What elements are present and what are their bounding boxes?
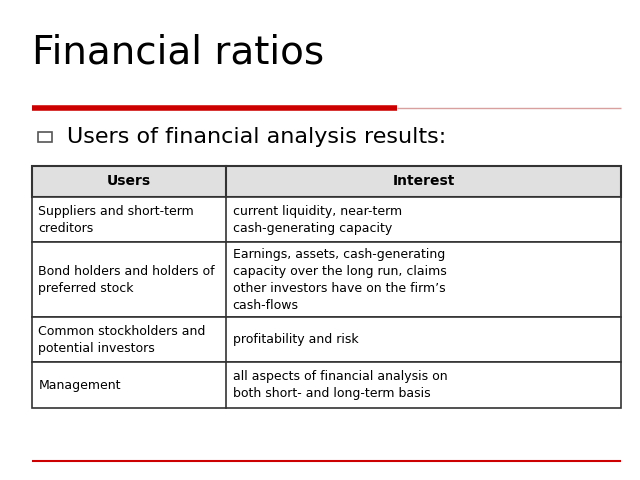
- FancyBboxPatch shape: [32, 362, 621, 408]
- Text: profitability and risk: profitability and risk: [233, 333, 358, 346]
- FancyBboxPatch shape: [32, 242, 621, 317]
- Text: current liquidity, near-term
cash-generating capacity: current liquidity, near-term cash-genera…: [233, 204, 402, 235]
- FancyBboxPatch shape: [32, 197, 621, 242]
- Text: Users of financial analysis results:: Users of financial analysis results:: [67, 127, 447, 147]
- Text: Bond holders and holders of
preferred stock: Bond holders and holders of preferred st…: [38, 264, 215, 295]
- Text: Financial ratios: Financial ratios: [32, 34, 324, 72]
- Text: Earnings, assets, cash-generating
capacity over the long run, claims
other inves: Earnings, assets, cash-generating capaci…: [233, 248, 447, 312]
- Text: Common stockholders and
potential investors: Common stockholders and potential invest…: [38, 324, 206, 355]
- Text: Suppliers and short-term
creditors: Suppliers and short-term creditors: [38, 204, 194, 235]
- Text: Users: Users: [107, 174, 151, 188]
- FancyBboxPatch shape: [32, 166, 621, 197]
- FancyBboxPatch shape: [38, 132, 52, 142]
- Text: all aspects of financial analysis on
both short- and long-term basis: all aspects of financial analysis on bot…: [233, 370, 447, 400]
- Text: Management: Management: [38, 379, 121, 392]
- FancyBboxPatch shape: [32, 317, 621, 362]
- Text: Interest: Interest: [392, 174, 455, 188]
